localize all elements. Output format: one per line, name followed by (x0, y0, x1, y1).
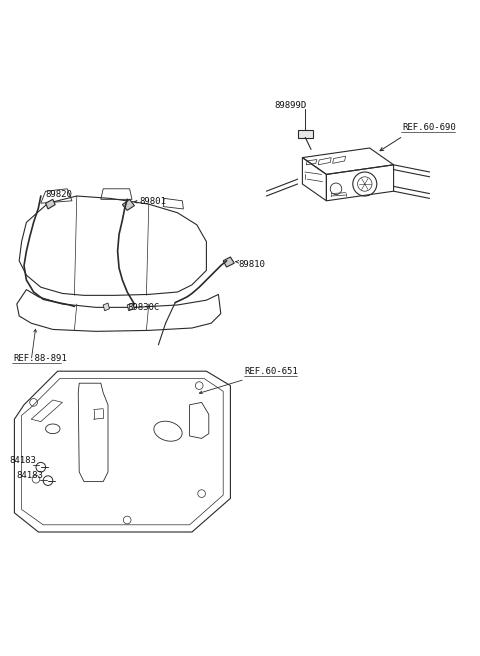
Text: 89899D: 89899D (275, 101, 307, 110)
Text: REF.88-891: REF.88-891 (13, 354, 67, 363)
Polygon shape (122, 199, 134, 211)
Polygon shape (127, 303, 134, 311)
Text: 89830C: 89830C (127, 303, 159, 312)
Polygon shape (103, 303, 109, 311)
Polygon shape (223, 257, 234, 267)
FancyBboxPatch shape (298, 130, 313, 138)
Text: 89820: 89820 (46, 190, 72, 199)
Text: 89801: 89801 (139, 197, 166, 206)
Text: REF.60-690: REF.60-690 (402, 123, 456, 133)
Polygon shape (46, 199, 55, 209)
Text: 89810: 89810 (239, 260, 265, 268)
Text: 84183: 84183 (17, 471, 44, 480)
Text: 84183: 84183 (10, 457, 36, 465)
Text: REF.60-651: REF.60-651 (245, 367, 299, 376)
